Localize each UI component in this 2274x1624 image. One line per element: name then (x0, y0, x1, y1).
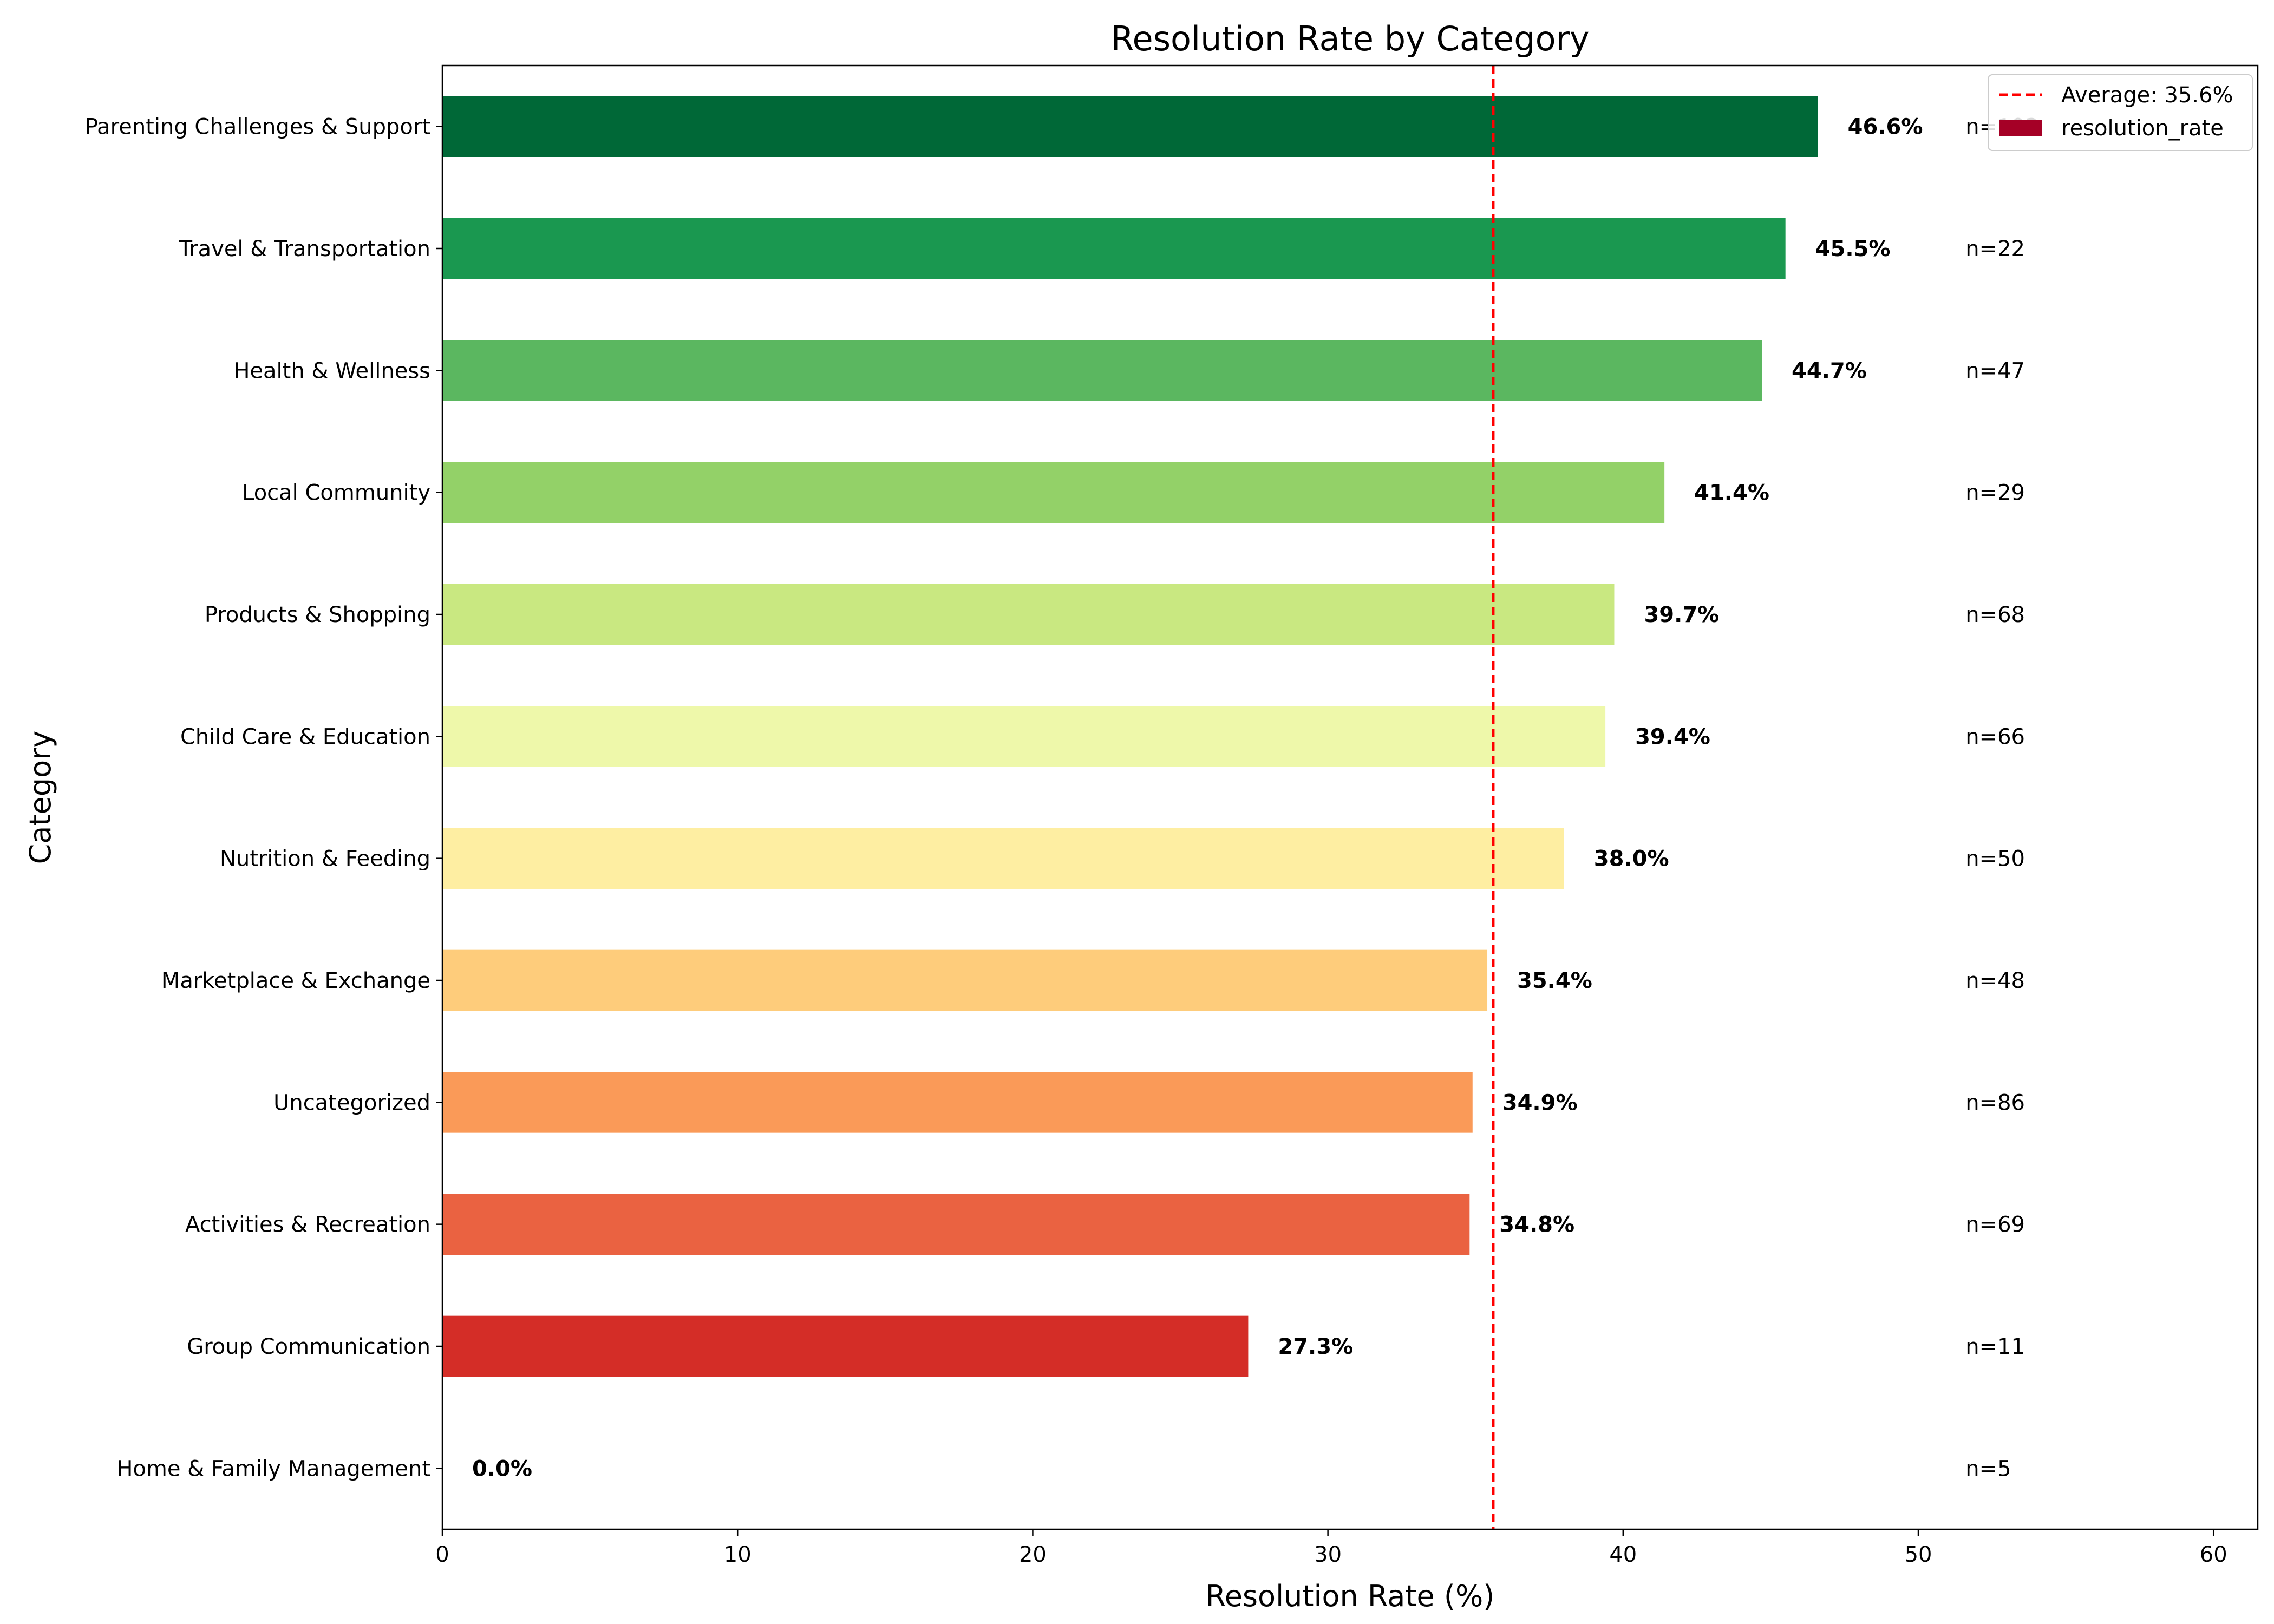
value-label: 46.6% (1848, 115, 1923, 140)
bars-layer (442, 96, 1818, 1377)
sample-size-label: n=86 (1965, 1090, 2025, 1115)
bar (442, 340, 1762, 401)
bar (442, 96, 1818, 157)
x-tick-label: 60 (2200, 1542, 2227, 1567)
value-label: 45.5% (1815, 237, 1891, 261)
y-tick-label: Travel & Transportation (179, 237, 430, 261)
x-tick-label: 20 (1019, 1542, 1047, 1567)
y-tick-label: Nutrition & Feeding (220, 847, 430, 872)
value-label: 27.3% (1278, 1334, 1353, 1359)
value-label: 34.9% (1502, 1090, 1578, 1115)
value-label: 35.4% (1517, 968, 1592, 993)
y-tick-label: Products & Shopping (205, 603, 430, 627)
y-axis-title: Category (23, 731, 57, 865)
sample-size-label: n=29 (1965, 481, 2025, 506)
value-label: 39.7% (1644, 603, 1719, 627)
bar (442, 828, 1564, 889)
y-tick-label: Home & Family Management (116, 1456, 430, 1481)
x-tick-label: 50 (1905, 1542, 1932, 1567)
sample-size-label: n=22 (1965, 237, 2025, 261)
sample-size-label: n=48 (1965, 968, 2025, 993)
bar (442, 1194, 1470, 1255)
bar (442, 462, 1665, 523)
y-tick-label: Child Care & Education (180, 724, 430, 749)
sample-size-label: n=11 (1965, 1334, 2025, 1359)
chart-title: Resolution Rate by Category (1110, 19, 1590, 58)
value-label: 0.0% (472, 1456, 532, 1481)
bar (442, 1072, 1473, 1133)
value-label: 44.7% (1792, 358, 1867, 383)
x-axis-title: Resolution Rate (%) (1206, 1579, 1495, 1613)
plot-frame (441, 64, 2259, 1530)
y-tick-label: Activities & Recreation (185, 1213, 430, 1237)
x-tick-label: 0 (435, 1542, 449, 1567)
sample-size-label: n=5 (1965, 1456, 2011, 1481)
legend-average-label: Average: 35.6% (2061, 83, 2233, 108)
y-tick-label: Health & Wellness (233, 358, 430, 383)
bar (442, 584, 1615, 645)
value-labels: 46.6% 45.5% 44.7% 41.4% 39.7% 39.4% 38.0% 35.4%… (472, 115, 1923, 1482)
sample-size-label: n=68 (1965, 603, 2025, 627)
x-tick-label: 10 (724, 1542, 752, 1567)
value-label: 39.4% (1635, 724, 1710, 749)
y-tick-label: Local Community (242, 481, 430, 506)
legend-series-label: resolution_rate (2061, 116, 2224, 141)
x-tick-label: 40 (1609, 1542, 1637, 1567)
y-tick-label: Parenting Challenges & Support (85, 115, 430, 140)
bar (442, 1315, 1249, 1377)
bar (442, 218, 1786, 279)
sample-size-labels: n=103n=22n=47n=29n=68n=66n=50n=48n=86n=6… (1965, 115, 2038, 1482)
axes-layer (441, 64, 2259, 1530)
x-axis-ticks: 0 10 20 30 40 50 60 (435, 1529, 2227, 1567)
y-axis-ticks: Parenting Challenges & Support Travel & T… (85, 115, 442, 1481)
legend-series-swatch (1999, 120, 2042, 136)
y-tick-label: Group Communication (187, 1334, 430, 1359)
legend-box (1988, 74, 2253, 151)
bar (442, 706, 1606, 767)
y-tick-label: Uncategorized (273, 1090, 430, 1115)
sample-size-label: n=47 (1965, 358, 2025, 383)
x-tick-label: 30 (1314, 1542, 1342, 1567)
sample-size-label: n=50 (1965, 847, 2025, 872)
bar (442, 949, 1488, 1011)
legend: Average: 35.6% resolution_rate (1988, 74, 2253, 151)
value-label: 38.0% (1594, 847, 1669, 872)
value-label: 34.8% (1499, 1213, 1574, 1237)
value-label: 41.4% (1694, 481, 1769, 506)
sample-size-label: n=66 (1965, 724, 2025, 749)
sample-size-label: n=69 (1965, 1213, 2025, 1237)
y-tick-label: Marketplace & Exchange (161, 968, 430, 993)
